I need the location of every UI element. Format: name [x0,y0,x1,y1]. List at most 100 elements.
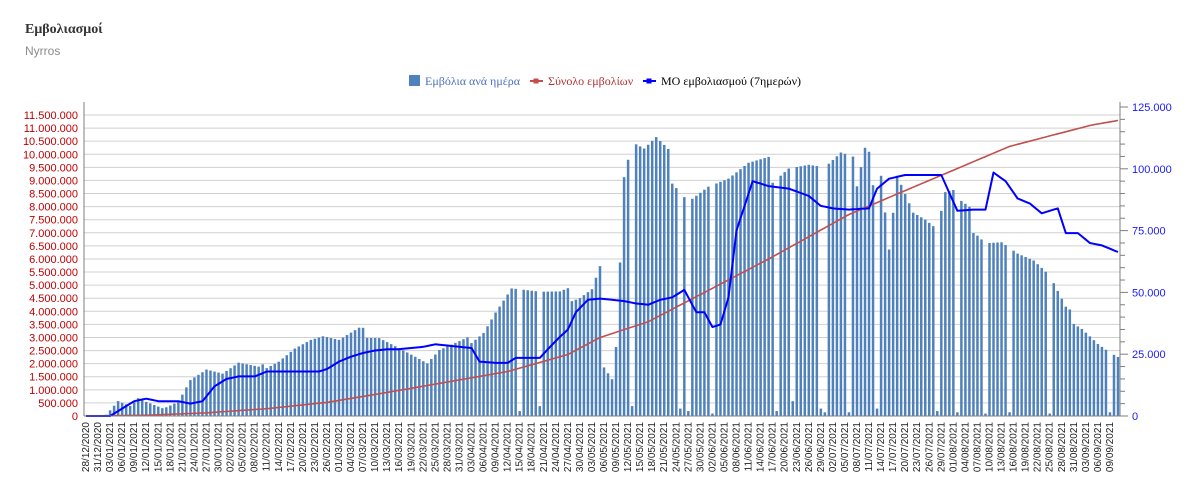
x-tick-label: 07/03/2021 [358,422,369,472]
daily-bar [406,352,409,416]
daily-bar [859,167,863,416]
series-lines [85,119,1119,417]
daily-bar [221,373,224,416]
x-tick-label: 05/07/2021 [840,422,851,472]
daily-bar [711,413,714,416]
right-tick-label: 25.000 [1132,349,1166,361]
daily-bar [944,192,947,416]
daily-bar [980,239,983,416]
daily-bar [1084,332,1088,416]
left-tick-label: 6.000.000 [29,254,78,266]
daily-bar [911,212,915,416]
daily-bar [269,365,272,416]
daily-bar [353,330,357,416]
right-tick-label: 125.000 [1132,102,1172,114]
left-tick-label: 2.000.000 [29,359,78,371]
x-tick-label: 04/08/2021 [960,422,971,472]
daily-bar [124,404,128,416]
x-tick-label: 08/06/2021 [732,422,743,472]
daily-bar [1104,349,1108,416]
left-tick-label: 5.500.000 [29,267,78,279]
daily-bar [1092,340,1096,416]
daily-bar [831,160,835,416]
daily-bar [205,369,208,416]
daily-bar [1012,250,1015,416]
daily-bar [165,407,168,416]
daily-bar [723,180,726,416]
x-tick-label: 29/07/2021 [936,422,947,472]
daily-bar [430,359,433,416]
daily-bar [369,337,373,416]
daily-bar [815,166,819,416]
daily-bar [181,394,184,416]
daily-bar [434,354,437,416]
x-tick-label: 17/06/2021 [768,422,779,472]
left-tick-label: 4.500.000 [29,293,78,305]
left-tick-label: 9.000.000 [29,175,78,187]
daily-bar [245,364,248,416]
daily-bar [895,175,899,416]
x-tick-label: 19/03/2021 [406,422,417,472]
daily-bar [345,335,349,416]
daily-bar [1060,298,1064,416]
left-tick-label: 2.500.000 [29,346,78,358]
daily-bar [940,210,943,416]
daily-bar [638,146,642,417]
daily-bar [494,312,497,416]
daily-bar [984,413,987,416]
daily-bar [1068,309,1072,416]
daily-bar [265,368,268,416]
daily-bar [763,158,766,416]
daily-bar [357,327,361,416]
x-tick-label: 14/06/2021 [756,422,767,472]
x-tick-label: 06/01/2021 [117,422,128,472]
daily-bar [578,298,582,416]
daily-bar [618,262,622,416]
daily-bar [498,306,501,416]
daily-bar [1008,412,1011,416]
daily-bar [530,290,533,416]
left-tick-label: 6.500.000 [29,241,78,253]
daily-bar [1032,260,1035,416]
daily-bar [1056,290,1060,416]
seven-day-average-line [86,171,1119,417]
daily-bar [715,183,718,416]
chart-legend: Εμβόλια ανά ημέρα Σύνολο εμβολίων ΜΟ εμβ… [409,74,801,88]
legend-item-total: Σύνολο εμβολίων [548,74,634,88]
x-tick-label: 04/03/2021 [346,422,357,472]
x-tick-label: 15/01/2021 [153,422,164,472]
daily-bar [863,147,867,416]
daily-bar [546,291,550,416]
daily-bar [281,358,285,416]
x-tick-label: 19/08/2021 [1021,422,1032,472]
daily-bar [1004,245,1007,416]
daily-bar [662,144,666,416]
daily-bar [285,355,289,416]
daily-bar [630,406,634,416]
left-tick-label: 7.500.000 [29,215,78,227]
daily-bar [197,374,200,416]
legend-item-daily: Εμβόλια ανά ημέρα [425,74,521,88]
x-tick-label: 09/09/2021 [1105,422,1116,472]
daily-bar [410,354,413,416]
x-tick-label: 11/07/2021 [864,422,875,472]
daily-bar [257,366,260,416]
daily-bar [321,336,325,416]
daily-bar [751,161,754,416]
daily-bar [594,277,598,416]
daily-bar [1108,412,1112,416]
daily-bar [891,212,895,416]
daily-bar [899,184,903,416]
daily-bar [996,242,999,416]
daily-bar [879,175,883,416]
daily-bar [261,364,264,416]
daily-bar [229,368,232,416]
daily-bar [827,163,831,416]
daily-bar [614,346,618,416]
daily-bar [695,195,698,416]
x-tick-label: 12/04/2021 [503,422,514,472]
x-tick-label: 12/05/2021 [623,422,634,472]
legend-bar-swatch [409,75,420,86]
daily-bar [385,342,389,416]
